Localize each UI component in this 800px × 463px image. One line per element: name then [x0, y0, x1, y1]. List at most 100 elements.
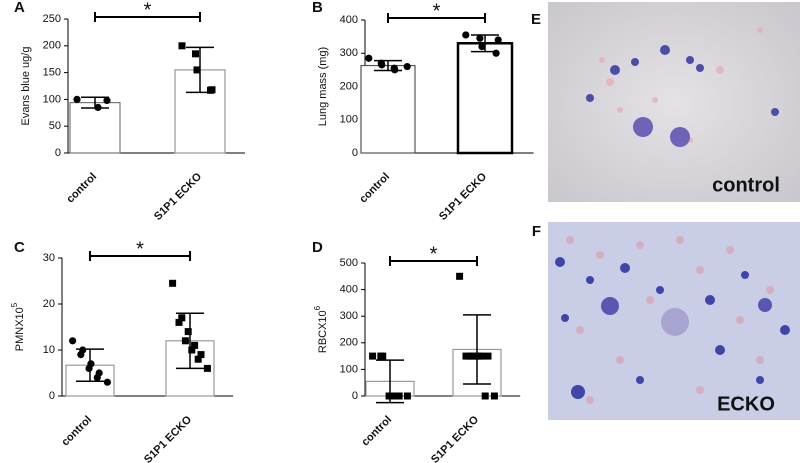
data-point — [69, 337, 77, 345]
image-label: control — [712, 174, 780, 196]
data-point — [184, 328, 192, 336]
y-tick-label: 100 — [340, 363, 358, 375]
data-point — [462, 352, 470, 360]
bar — [360, 64, 416, 154]
data-point — [197, 351, 205, 359]
data-point — [462, 31, 470, 39]
data-point — [378, 61, 386, 69]
y-axis-label: RBCX106 — [313, 305, 329, 353]
y-label-sup: 6 — [313, 305, 322, 310]
y-tick-label: 300 — [340, 310, 358, 322]
significance: * — [433, 0, 441, 22]
x-tick-label: S1P1 ECKO — [437, 170, 489, 222]
image-e: control E — [531, 2, 800, 202]
data-point — [481, 392, 489, 400]
y-label-text: Evans blue ug/g — [20, 47, 32, 126]
panel-letter: E — [531, 11, 541, 28]
cells — [586, 45, 779, 147]
x-tick-label: control — [359, 414, 394, 449]
x-tick-label: control — [64, 171, 99, 206]
rbc — [599, 27, 763, 143]
y-tick-label: 0 — [49, 390, 55, 402]
image-f: ECKO F — [532, 222, 800, 420]
data-point — [203, 364, 211, 372]
y-tick-label: 100 — [340, 114, 358, 126]
y-tick-label: 50 — [49, 120, 61, 132]
data-point — [492, 49, 500, 57]
y-label-text: Lung mass (mg) — [317, 47, 329, 126]
data-point — [403, 62, 411, 71]
data-point — [73, 95, 81, 103]
y-tick-label: 150 — [43, 67, 61, 79]
y-tick-label: 200 — [340, 337, 358, 349]
y-label-text: PMNX10 — [14, 307, 26, 351]
panel-letter: A — [14, 0, 25, 16]
data-point — [93, 374, 101, 382]
data-point — [103, 96, 111, 105]
y-tick-label: 200 — [340, 80, 358, 92]
data-point — [208, 86, 216, 94]
data-point — [103, 378, 111, 386]
y-tick-label: 10 — [43, 344, 55, 356]
data-point — [169, 279, 177, 287]
image-label: ECKO — [717, 393, 775, 415]
data-point — [385, 392, 393, 400]
panel-letter: F — [532, 223, 541, 240]
x-tick-label: control — [357, 171, 392, 206]
bar — [456, 42, 514, 155]
error-bar — [463, 314, 491, 385]
y-tick-label: 30 — [43, 252, 55, 264]
significance-bracket — [94, 12, 201, 22]
data-point — [188, 346, 196, 354]
y-tick-label: 250 — [43, 13, 61, 25]
data-point — [181, 337, 189, 345]
data-point — [494, 36, 502, 44]
bar — [69, 102, 121, 154]
panel-letter: C — [14, 239, 25, 256]
data-point — [490, 392, 498, 400]
error-bar — [176, 312, 204, 370]
significance: * — [430, 243, 438, 265]
data-point — [178, 314, 186, 322]
data-point — [178, 42, 186, 50]
x-tick-label: S1P1 ECKO — [152, 170, 204, 222]
significance-bracket — [387, 13, 486, 23]
significance: * — [144, 0, 152, 21]
data-point — [94, 103, 102, 112]
y-tick-label: 100 — [43, 93, 61, 105]
data-point — [191, 341, 199, 349]
y-axis-label: Lung mass (mg) — [317, 47, 329, 126]
y-label-text: RBCX10 — [317, 310, 329, 353]
significance-bracket — [389, 256, 478, 266]
data-point — [475, 352, 483, 360]
y-axis-label: PMNX105 — [10, 302, 26, 351]
x-tick-label: S1P1 ECKO — [142, 413, 194, 463]
y-tick-label: 400 — [340, 14, 358, 26]
significance: * — [136, 238, 144, 260]
panel-letter: D — [312, 239, 323, 256]
data-point — [377, 352, 385, 360]
data-point — [403, 392, 411, 400]
data-point — [484, 352, 492, 360]
data-point — [478, 43, 486, 51]
y-tick-label: 200 — [43, 40, 61, 52]
rbc — [566, 236, 774, 404]
y-tick-label: 0 — [352, 147, 358, 159]
y-tick-label: 0 — [352, 390, 358, 402]
y-label-sup: 5 — [10, 302, 19, 307]
x-tick-label: S1P1 ECKO — [429, 413, 481, 463]
data-point — [175, 318, 183, 326]
data-point — [456, 272, 464, 280]
y-tick-label: 400 — [340, 284, 358, 296]
x-tick-label: control — [59, 414, 94, 449]
y-axis-label: Evans blue ug/g — [20, 47, 32, 126]
y-tick-label: 0 — [55, 147, 61, 159]
data-point — [391, 66, 399, 74]
data-point — [194, 355, 202, 363]
data-point — [365, 54, 373, 62]
data-point — [468, 352, 476, 360]
panel-letter: B — [312, 0, 323, 16]
data-point — [393, 392, 401, 400]
y-tick-label: 300 — [340, 47, 358, 59]
